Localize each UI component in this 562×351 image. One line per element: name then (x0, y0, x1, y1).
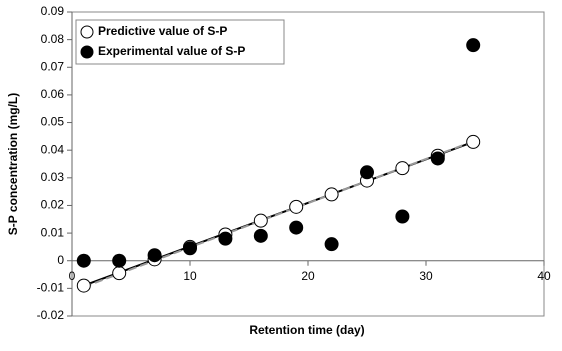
x-tick-label: 30 (419, 269, 433, 283)
x-tick-label: 20 (301, 269, 315, 283)
y-axis-title: S-P concentration (mg/L) (6, 93, 20, 235)
y-tick-label: -0.01 (37, 281, 65, 295)
point (289, 199, 304, 214)
point (395, 209, 410, 224)
point (76, 253, 91, 268)
point (324, 187, 339, 202)
y-tick-label: 0.08 (41, 32, 65, 46)
y-tick-label: 0.04 (41, 142, 65, 156)
y-tick-label: 0.03 (41, 170, 65, 184)
y-tick-label: 0.02 (41, 198, 65, 212)
point (289, 220, 304, 235)
y-tick-label: 0 (57, 253, 64, 267)
point (466, 134, 481, 149)
point (147, 248, 162, 263)
trend-line (83, 138, 480, 288)
point (112, 266, 127, 281)
point (430, 151, 445, 166)
x-tick-label: 0 (69, 269, 76, 283)
point (360, 165, 374, 180)
legend-label: Predictive value of S-P (98, 24, 227, 38)
y-tick-label: -0.02 (37, 308, 65, 322)
legend-marker (80, 45, 94, 59)
y-tick-label: 0.05 (41, 115, 65, 129)
x-tick-label: 40 (537, 269, 551, 283)
point (395, 161, 410, 176)
x-tick-label: 10 (183, 269, 197, 283)
point (253, 213, 268, 228)
point (112, 253, 127, 268)
y-tick-label: 0.09 (41, 4, 65, 18)
point (253, 228, 268, 243)
legend-box (75, 19, 285, 65)
legend-label: Experimental value of S-P (98, 44, 245, 58)
point (218, 231, 233, 246)
y-tick-label: 0.07 (41, 59, 65, 73)
point (466, 38, 481, 53)
y-tick-label: 0.01 (41, 225, 65, 239)
x-axis-title: Retention time (day) (249, 323, 364, 337)
point (183, 241, 197, 256)
legend-marker (80, 25, 94, 39)
point (76, 278, 91, 293)
y-tick-label: 0.06 (41, 87, 65, 101)
point (324, 237, 339, 252)
